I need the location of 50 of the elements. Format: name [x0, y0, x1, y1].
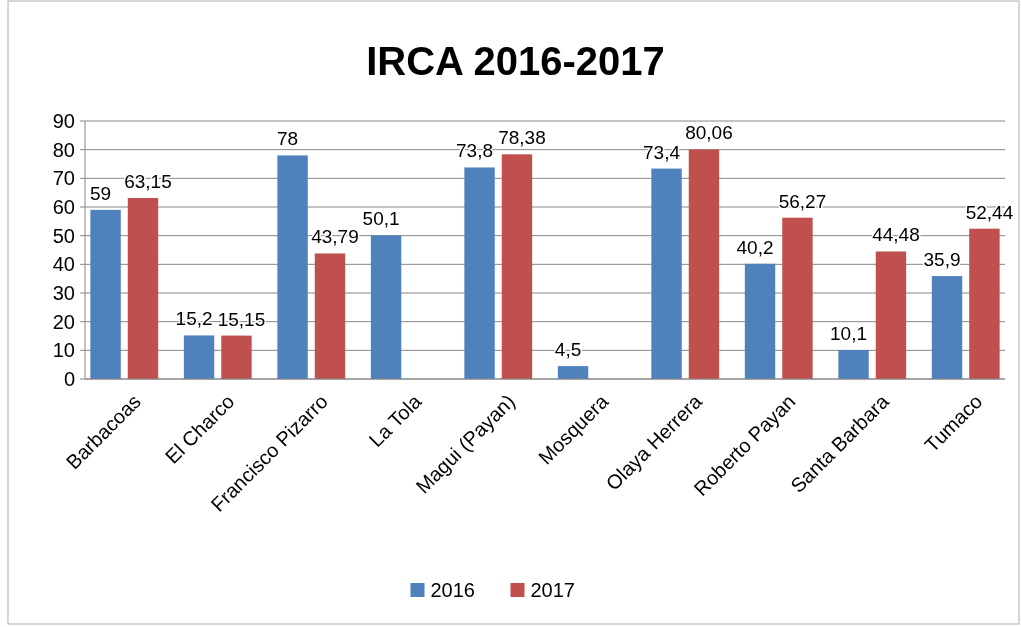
y-tick-label: 20 [52, 310, 75, 333]
data-label: 52,44 [965, 201, 1014, 223]
data-label: 73,4 [643, 141, 681, 163]
y-tick-label: 40 [52, 253, 75, 276]
data-label: 35,9 [923, 249, 961, 271]
bar [183, 335, 215, 379]
data-label: 44,48 [872, 224, 920, 246]
y-tick-label: 60 [52, 196, 75, 218]
y-tick-label: 0 [63, 368, 75, 390]
y-tick-label: 90 [52, 110, 75, 132]
bar [127, 197, 159, 379]
bar [464, 167, 495, 379]
data-label: 78 [276, 128, 299, 150]
bar [969, 228, 1000, 379]
data-label: 80,06 [685, 122, 733, 144]
data-label: 43,79 [311, 226, 359, 248]
y-tick-label: 50 [52, 224, 75, 247]
bar [782, 217, 813, 379]
bar [277, 155, 308, 379]
data-label: 4,5 [554, 339, 582, 361]
y-tick-label: 30 [52, 282, 75, 304]
y-tick-label: 70 [52, 167, 75, 190]
data-label: 40,2 [736, 236, 774, 258]
legend-label: 2016 [430, 579, 475, 601]
bar [221, 335, 252, 379]
bar [744, 263, 776, 379]
bar [838, 350, 869, 379]
data-label: 78,38 [498, 127, 546, 149]
data-label: 50,1 [362, 208, 400, 230]
y-tick-label: 10 [52, 339, 75, 362]
y-tick-label: 80 [52, 138, 75, 161]
data-label: 59 [90, 182, 112, 204]
bar [688, 149, 720, 379]
x-tick-label: La Tola [364, 389, 427, 452]
data-label: 15,15 [217, 308, 266, 330]
bar [314, 253, 346, 379]
bar [875, 251, 907, 379]
bar [90, 209, 121, 379]
data-label: 10,1 [830, 323, 868, 345]
bar [651, 168, 682, 379]
data-label: 73,8 [456, 140, 494, 162]
data-label: 15,2 [175, 308, 213, 330]
bar [931, 276, 963, 379]
bar [557, 366, 589, 379]
bar [370, 235, 402, 379]
data-label: 56,27 [778, 190, 827, 212]
chart-title: IRCA 2016-2017 [366, 39, 665, 83]
data-label: 63,15 [124, 170, 172, 192]
bar [501, 154, 533, 379]
legend-label: 2017 [530, 579, 575, 601]
